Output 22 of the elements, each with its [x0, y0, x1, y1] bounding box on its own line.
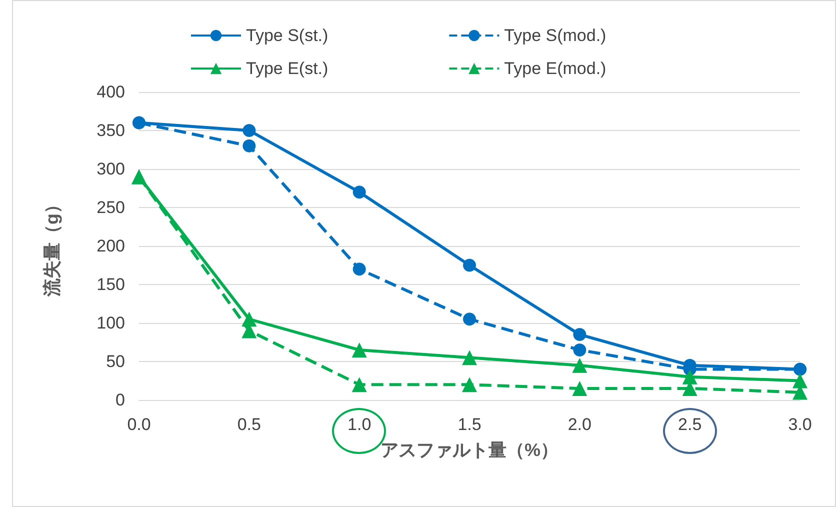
legend-label: Type S(st.) [246, 26, 328, 45]
y-tick-label: 50 [106, 352, 125, 371]
x-tick-label: 2.5 [678, 415, 702, 434]
y-tick-label: 150 [96, 275, 125, 294]
legend-label: Type E(mod.) [504, 59, 606, 78]
y-tick-label: 100 [96, 314, 125, 332]
y-tick-label: 250 [96, 198, 125, 217]
legend-label: Type E(st.) [246, 59, 328, 78]
x-axis-title: アスファルト量（%） [380, 440, 559, 460]
x-tick-label: 2.0 [568, 415, 592, 434]
y-axis-title: 流失量（g） [42, 196, 62, 298]
x-tick-label: 1.5 [458, 415, 482, 434]
y-tick-label: 350 [96, 121, 125, 140]
x-tick-label: 1.0 [348, 415, 372, 434]
x-tick-label: 0.5 [237, 415, 261, 434]
y-tick-label: 300 [96, 160, 125, 178]
y-tick-label: 400 [96, 82, 125, 102]
y-tick-label: 200 [96, 236, 125, 256]
x-tick-label: 0.0 [127, 415, 151, 434]
x-tick-label: 3.0 [788, 415, 812, 434]
legend-label: Type S(mod.) [504, 26, 606, 45]
y-tick-label: 0 [116, 390, 125, 410]
